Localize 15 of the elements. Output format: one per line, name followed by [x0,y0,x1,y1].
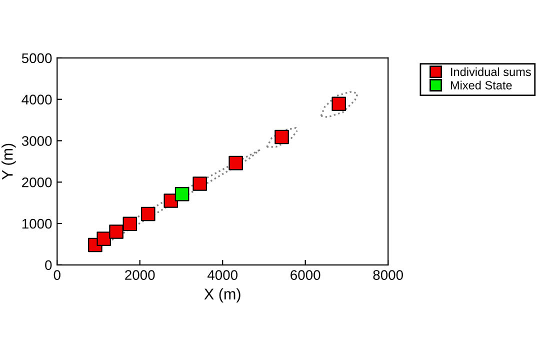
x-tick-label: 0 [54,270,60,280]
x-tick-label: 8000 [373,270,403,280]
y-tick-label: 3000 [22,136,52,146]
x-tick-label: 2000 [125,270,155,280]
y-tick-label: 5000 [22,53,52,64]
y-tick-label: 2000 [22,177,52,188]
y-tick-label: 0 [45,260,52,270]
x-tick-label: 6000 [290,270,320,280]
y-tick-label: 1000 [22,218,52,229]
legend-label: Individual sums [451,67,531,76]
x-axis-title: X (m) [204,288,240,302]
y-axis-title: Y (m) [2,144,16,180]
y-tick-label: 4000 [22,94,52,105]
legend-label: Mixed State [450,80,512,90]
x-tick-label: 4000 [207,270,238,280]
